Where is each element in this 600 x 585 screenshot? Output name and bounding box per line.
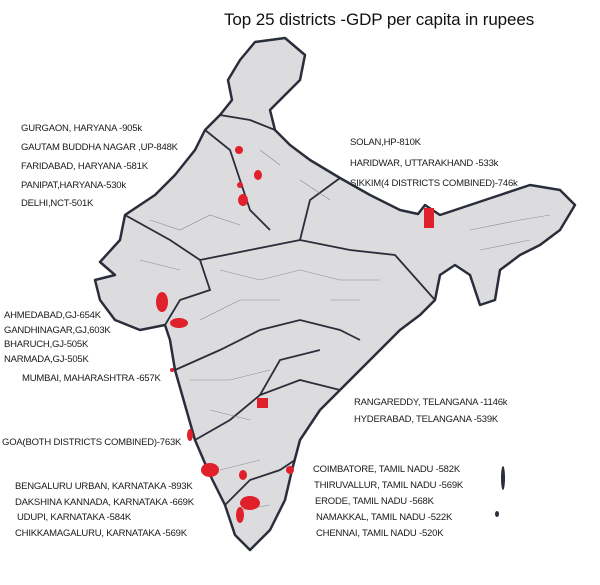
india-outline (93, 36, 577, 552)
district-rangareddy (257, 398, 268, 408)
label-panipat: PANIPAT,HARYANA-530k (21, 180, 126, 191)
district-bharuch (170, 318, 188, 328)
label-dakshina-kannada: DAKSHINA KANNADA, KARNATAKA -669K (15, 497, 194, 508)
district-haridwar (254, 170, 262, 180)
label-thiruvallur: THIRUVALLUR, TAMIL NADU -569K (314, 480, 464, 491)
label-mumbai: MUMBAI, MAHARASHTRA -657K (22, 373, 161, 384)
district-dakshina-kannada (201, 463, 219, 477)
district-chennai (286, 466, 294, 474)
label-namakkal: NAMAKKAL, TAMIL NADU -522K (316, 512, 453, 523)
district-solan (235, 146, 243, 154)
label-delhi: DELHI,NCT-501K (21, 198, 94, 209)
label-coimbatore: COIMBATORE, TAMIL NADU -582K (313, 464, 460, 475)
label-hyderabad: HYDERABAD, TELANGANA -539K (354, 414, 499, 425)
district-bengaluru (239, 470, 247, 480)
label-chennai: CHENNAI, TAMIL NADU -520K (316, 528, 444, 539)
label-gurgaon: GURGAON, HARYANA -905k (21, 123, 142, 134)
label-gautam-buddha-nagar: GAUTAM BUDDHA NAGAR ,UP-848K (21, 142, 178, 153)
label-sikkim: SIKKIM(4 DISTRICTS COMBINED)-746k (350, 178, 518, 189)
district-goa (187, 429, 193, 441)
district-delhi-ncr (238, 194, 248, 206)
state-borders (124, 114, 436, 506)
label-haridwar: HARIDWAR, UTTARAKHAND -533k (350, 158, 499, 169)
label-bharuch: BHARUCH,GJ-505K (4, 339, 89, 350)
label-ahmedabad: AHMEDABAD,GJ-654K (4, 310, 101, 321)
label-bengaluru-urban: BENGALURU URBAN, KARNATAKA -893K (15, 481, 193, 492)
label-faridabad: FARIDABAD, HARYANA -581K (21, 161, 148, 172)
district-ahmedabad (156, 292, 168, 312)
district-erode-namakkal (240, 496, 260, 510)
label-gandhinagar: GANDHINAGAR,GJ,603K (4, 325, 111, 336)
district-mumbai (170, 368, 174, 372)
label-solan: SOLAN,HP-810K (350, 137, 421, 148)
label-rangareddy: RANGAREDDY, TELANGANA -1146k (354, 397, 508, 408)
district-panipat (237, 182, 243, 188)
district-coimbatore (236, 507, 244, 523)
district-sikkim (424, 208, 434, 228)
islands (495, 466, 505, 517)
label-chikkamagaluru: CHIKKAMAGALURU, KARNATAKA -569K (15, 528, 187, 539)
map-title: Top 25 districts -GDP per capita in rupe… (224, 10, 535, 29)
highlighted-districts (156, 146, 434, 523)
label-narmada: NARMADA,GJ-505K (4, 354, 89, 365)
label-erode: ERODE, TAMIL NADU -568K (315, 496, 434, 507)
label-udupi: UDUPI, KARNATAKA -584K (17, 512, 132, 523)
label-goa: GOA(BOTH DISTRICTS COMBINED)-763K (2, 437, 182, 448)
